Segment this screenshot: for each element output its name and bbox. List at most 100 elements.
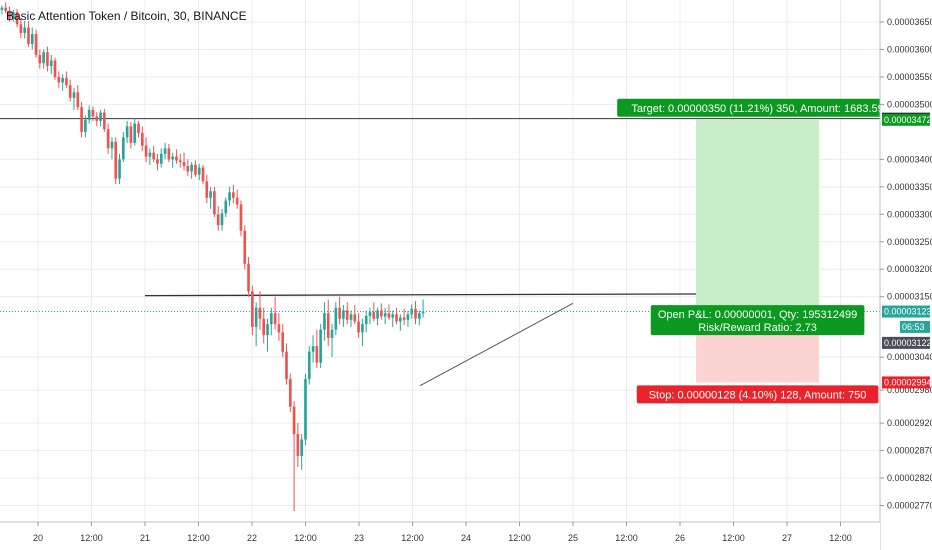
candle-body (103, 112, 106, 130)
target-label: Target: 0.00000350 (11.21%) 350, Amount:… (631, 103, 883, 115)
price-tick-label: 0.00003250 (887, 237, 932, 247)
candle-body (307, 351, 311, 380)
candle-body (380, 310, 383, 317)
candle-body (300, 439, 304, 457)
candle-body (72, 92, 76, 98)
candle-body (391, 314, 395, 318)
candle-body (235, 197, 239, 205)
candle-body (269, 313, 273, 325)
candle-body (163, 148, 167, 154)
candle-body (42, 52, 45, 64)
candle-body (228, 192, 231, 201)
candle-body (224, 200, 228, 214)
price-axis-bg (880, 0, 932, 550)
candle-body (106, 129, 110, 149)
candle-body (361, 324, 364, 333)
candle-body (57, 76, 61, 83)
candle-series (0, 2, 425, 512)
time-tick-label: 12:00 (829, 533, 852, 543)
candle-body (387, 313, 391, 318)
position-labels: Target: 0.00000350 (11.21%) 350, Amount:… (617, 98, 898, 404)
candle-body (330, 329, 334, 338)
price-tick-label: 0.00003040 (887, 352, 932, 362)
candle-body (190, 164, 193, 172)
candle-body (76, 92, 80, 108)
price-tick-label: 0.00003150 (887, 292, 932, 302)
current-price-badge: 0.00003123 (884, 307, 932, 317)
price-tick-label: 0.00003200 (887, 264, 932, 274)
target-price-badge: 0.00003472 (884, 115, 932, 125)
candle-body (27, 27, 30, 44)
candle-body (49, 60, 53, 66)
chart-title: Basic Attention Token / Bitcoin, 30, BIN… (6, 9, 247, 23)
candle-body (11, 12, 15, 19)
price-tick-label: 0.00003600 (887, 44, 932, 54)
price-tick-label: 0.00003400 (887, 154, 932, 164)
support-trendline (419, 302, 574, 387)
price-tick-label: 0.00002820 (887, 473, 932, 483)
candle-body (133, 123, 137, 143)
countdown-badge: 06:53 (902, 322, 925, 332)
candle-body (194, 164, 197, 175)
price-axis[interactable]: 0.00003650 0.00003600 0.00003550 0.00003500… (879, 0, 932, 550)
candle-body (23, 27, 26, 33)
price-tick-label: 0.00003350 (887, 182, 932, 192)
candle-body (91, 109, 95, 117)
stop-label: Stop: 0.00000128 (4.10%) 128, Amount: 75… (649, 389, 867, 401)
price-tick-label: 0.00002770 (887, 501, 932, 511)
price-tick-label: 0.00002920 (887, 418, 932, 428)
candle-body (46, 52, 49, 66)
candle-body (186, 165, 190, 172)
candle-body (364, 315, 368, 325)
candle-body (421, 311, 425, 314)
candle-body (30, 34, 34, 44)
target-price-badge-bg (882, 113, 930, 126)
time-tick-label: 12:00 (187, 533, 210, 543)
candle-body (84, 119, 87, 132)
drawing-lines[interactable] (0, 118, 880, 387)
candle-body (285, 351, 288, 380)
entry-price-badge-bg (882, 336, 930, 349)
candle-body (129, 126, 133, 143)
candle-body (95, 116, 99, 121)
current-price-badge-bg (882, 305, 930, 318)
candle-body (258, 307, 262, 319)
candle-body (281, 332, 285, 352)
candle-body (80, 107, 83, 132)
candle-body (0, 7, 4, 10)
candle-body (417, 313, 421, 319)
price-tick-label: 0.00003650 (887, 17, 932, 27)
time-tick-label: 12:00 (615, 533, 638, 543)
candle-body (61, 78, 64, 83)
chart-grid (0, 0, 880, 522)
candle-body (304, 379, 307, 440)
candle-body (251, 291, 254, 327)
candle-body (357, 321, 360, 333)
candle-body (262, 318, 266, 336)
candle-body (175, 156, 178, 161)
price-tick-label: 0.00002980 (887, 385, 932, 395)
candle-body (323, 313, 326, 330)
time-tick-label: 20 (33, 533, 43, 543)
candle-body (247, 263, 250, 292)
time-tick-label: 23 (354, 533, 364, 543)
resistance-trendline (144, 293, 697, 297)
time-tick-label: 12:00 (401, 533, 424, 543)
candle-body (376, 310, 379, 319)
candle-body (311, 346, 315, 352)
time-axis[interactable]: 20 12:00 21 12:00 22 12:00 23 12:00 24 12:00 25 12:… (0, 521, 880, 550)
candle-body (273, 313, 277, 325)
candle-body (114, 141, 118, 179)
candle-body (118, 159, 121, 179)
candle-body (99, 112, 102, 121)
candle-body (216, 214, 220, 226)
time-tick-label: 26 (675, 533, 685, 543)
candle-body (144, 145, 148, 157)
candle-body (65, 78, 68, 86)
candle-body (243, 230, 247, 264)
time-tick-label: 12:00 (722, 533, 745, 543)
candle-body (296, 434, 300, 457)
candle-body (399, 317, 402, 322)
position-zones (696, 119, 820, 383)
